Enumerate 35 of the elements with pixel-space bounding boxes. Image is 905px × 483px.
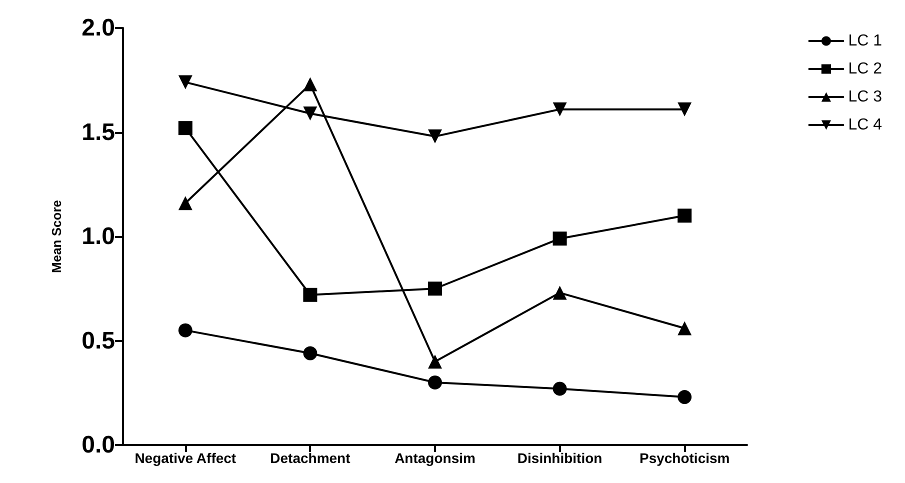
legend-label: LC 2: [848, 60, 882, 78]
point: [303, 288, 318, 302]
legend-label: LC 3: [848, 88, 882, 106]
point: [428, 354, 442, 369]
y-tick-label: 1.5: [82, 118, 115, 146]
point: [552, 102, 567, 116]
x-tick-label: Antagonsim: [394, 450, 476, 466]
legend-label: LC 1: [848, 32, 882, 50]
point: [178, 323, 192, 338]
point: [303, 346, 318, 360]
point: [552, 286, 567, 300]
point: [678, 321, 692, 336]
y-tick-label: 2.0: [82, 14, 115, 42]
point: [678, 390, 692, 404]
y-axis-title: Mean Score: [49, 200, 64, 273]
point: [178, 121, 192, 136]
point: [303, 106, 318, 120]
point: [303, 77, 318, 92]
x-tick-label: Psychoticism: [639, 450, 730, 466]
y-tick-label: 0.5: [82, 327, 115, 354]
y-tick-label: 0.0: [82, 432, 115, 458]
point: [178, 196, 192, 210]
x-tick-label: Detachment: [270, 450, 351, 466]
point: [178, 75, 192, 90]
point: [428, 129, 442, 144]
legend-label: LC 4: [848, 116, 882, 134]
point: [678, 208, 692, 223]
point: [428, 375, 442, 390]
point: [552, 382, 567, 396]
point: [428, 282, 442, 296]
x-tick-label: Negative Affect: [134, 450, 236, 466]
x-tick-label: Disinhibition: [517, 450, 602, 466]
point: [678, 102, 692, 116]
y-tick-label: 1.0: [82, 223, 115, 250]
point: [552, 232, 567, 246]
